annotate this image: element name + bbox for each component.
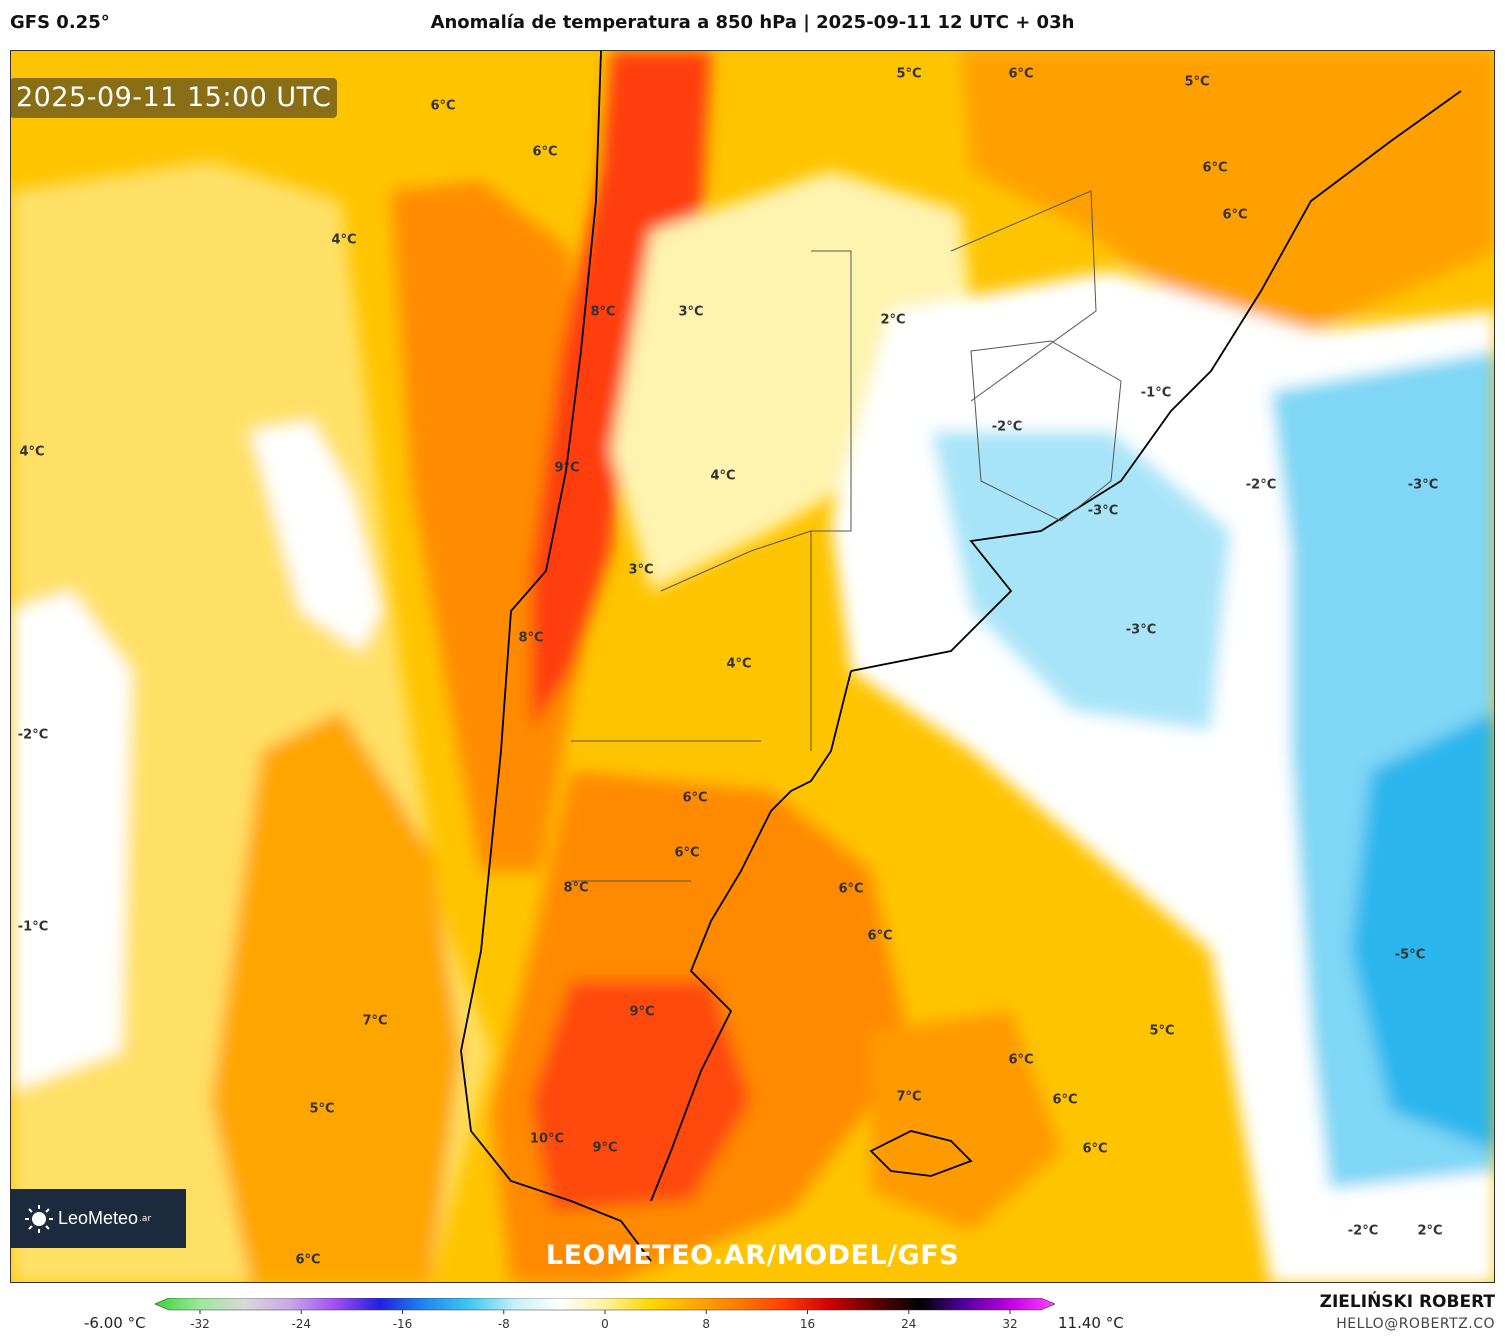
temperature-anomaly-map: 6°C 6°C 5°C 6°C 5°C 6°C 6°C 4°C 8°C 3°C … (10, 50, 1495, 1283)
colorbar-tick-label: 32 (1002, 1317, 1017, 1331)
northeast-coastline (850, 90, 1462, 672)
anomaly-field-southeast-white (1311, 1171, 1494, 1282)
anomaly-field-west-white (11, 591, 131, 1091)
province-borders (571, 190, 1122, 882)
temp-label: 9°C (629, 1004, 655, 1020)
temp-label: -2°C (1245, 477, 1277, 493)
map-canvas (11, 51, 1494, 1282)
anomaly-field-west-white-2 (251, 421, 381, 651)
temp-label: 6°C (295, 1252, 321, 1268)
anomaly-field-patagonia-red (531, 981, 751, 1211)
temp-label: 5°C (896, 66, 922, 82)
valid-time-badge: 2025-09-11 15:00 UTC (10, 78, 338, 118)
colorbar-tick-label: 24 (901, 1317, 916, 1331)
colorbar-tick-label: -8 (498, 1317, 510, 1331)
temp-label: 5°C (309, 1101, 335, 1117)
logo-suffix: .ar (139, 1213, 152, 1224)
colorbar-tick-label: -32 (190, 1317, 210, 1331)
temp-label: -3°C (1087, 503, 1119, 519)
logo-text: LeoMeteo (58, 1208, 139, 1228)
temp-label: 4°C (726, 656, 752, 672)
colorbar-bar (155, 1298, 1055, 1311)
model-label: GFS 0.25° (10, 12, 110, 33)
temp-label: 5°C (1184, 74, 1210, 90)
anomaly-field-andes-red (531, 51, 711, 731)
sun-icon (25, 1204, 53, 1233)
anomaly-field-malvinas-orange (871, 1011, 1061, 1231)
colorbar-tick-label: -16 (393, 1317, 413, 1331)
temp-label: 6°C (532, 144, 558, 160)
temp-label: 8°C (563, 880, 589, 896)
temp-label: 6°C (1052, 1092, 1078, 1108)
anomaly-field-northeast-orange (961, 51, 1494, 331)
temp-label: 6°C (838, 881, 864, 897)
temp-label: 9°C (554, 460, 580, 476)
colorbar-min-label: -6.00 °C (84, 1314, 146, 1332)
temp-label: -3°C (1125, 622, 1157, 638)
temp-label: -1°C (17, 919, 49, 935)
temp-label: 6°C (682, 790, 708, 806)
anomaly-field-atlantic-lightblue (931, 431, 1231, 731)
border-line (810, 250, 852, 751)
temp-label: 6°C (674, 845, 700, 861)
colorbar-tick-label: -24 (291, 1317, 311, 1331)
colorbar-tick-label: 8 (702, 1317, 710, 1331)
temp-label: 10°C (529, 1131, 565, 1147)
temp-label: 6°C (1008, 1052, 1034, 1068)
colorbar-tick-label: 16 (800, 1317, 815, 1331)
temp-label: 2°C (1417, 1223, 1443, 1239)
malvinas-outline (869, 1130, 973, 1177)
temp-label: 8°C (518, 630, 544, 646)
temp-label: 6°C (1082, 1141, 1108, 1157)
author-email: HELLO@ROBERTZ.CO (1336, 1316, 1495, 1332)
atlantic-coastline (650, 670, 852, 1202)
temp-label: 7°C (362, 1013, 388, 1029)
temp-label: 6°C (867, 928, 893, 944)
temp-label: -5°C (1394, 947, 1426, 963)
colorbar-ticks: -32 -24 -16 -8 0 8 16 24 32 (190, 1310, 1018, 1331)
border-line (970, 340, 1122, 522)
temp-label: -2°C (1347, 1223, 1379, 1239)
temp-label: 6°C (430, 98, 456, 114)
temp-label: 3°C (628, 562, 654, 578)
anomaly-field-atlantic-deepblue (1351, 711, 1494, 1151)
anomaly-field-southwest-orange (211, 711, 461, 1282)
temp-label: -2°C (991, 419, 1023, 435)
temp-label: 5°C (1149, 1023, 1175, 1039)
coastline-group (460, 51, 1462, 1262)
temp-label: 9°C (592, 1140, 618, 1156)
colorbar: -32 -24 -16 -8 0 8 16 24 32 (155, 1298, 1055, 1331)
temp-label: 3°C (678, 304, 704, 320)
temp-label: 2°C (880, 312, 906, 328)
leometeo-logo: LeoMeteo .ar (10, 1189, 186, 1248)
colorbar-tick-label: 0 (601, 1317, 609, 1331)
border-line (660, 530, 812, 592)
temp-label: -1°C (1140, 385, 1172, 401)
temp-label: 6°C (1202, 160, 1228, 176)
temp-label: -3°C (1407, 477, 1439, 493)
temp-label: 6°C (1222, 207, 1248, 223)
temp-label: 4°C (710, 468, 736, 484)
temp-label: -2°C (17, 727, 49, 743)
temp-label: 4°C (19, 444, 45, 460)
map-title: Anomalía de temperatura a 850 hPa | 2025… (430, 12, 1075, 33)
temp-label: 6°C (1008, 66, 1034, 82)
anomaly-field-central-light (611, 171, 971, 591)
border-line (950, 190, 1097, 402)
temp-label: 7°C (896, 1089, 922, 1105)
colorbar-max-label: 11.40 °C (1058, 1314, 1124, 1332)
temp-label: 8°C (590, 304, 616, 320)
pacific-coastline (460, 51, 652, 1262)
watermark-url: LEOMETEO.AR/MODEL/GFS (545, 1240, 960, 1271)
author-credit: ZIELIŃSKI ROBERT (1319, 1292, 1495, 1312)
temp-label: 4°C (331, 232, 357, 248)
